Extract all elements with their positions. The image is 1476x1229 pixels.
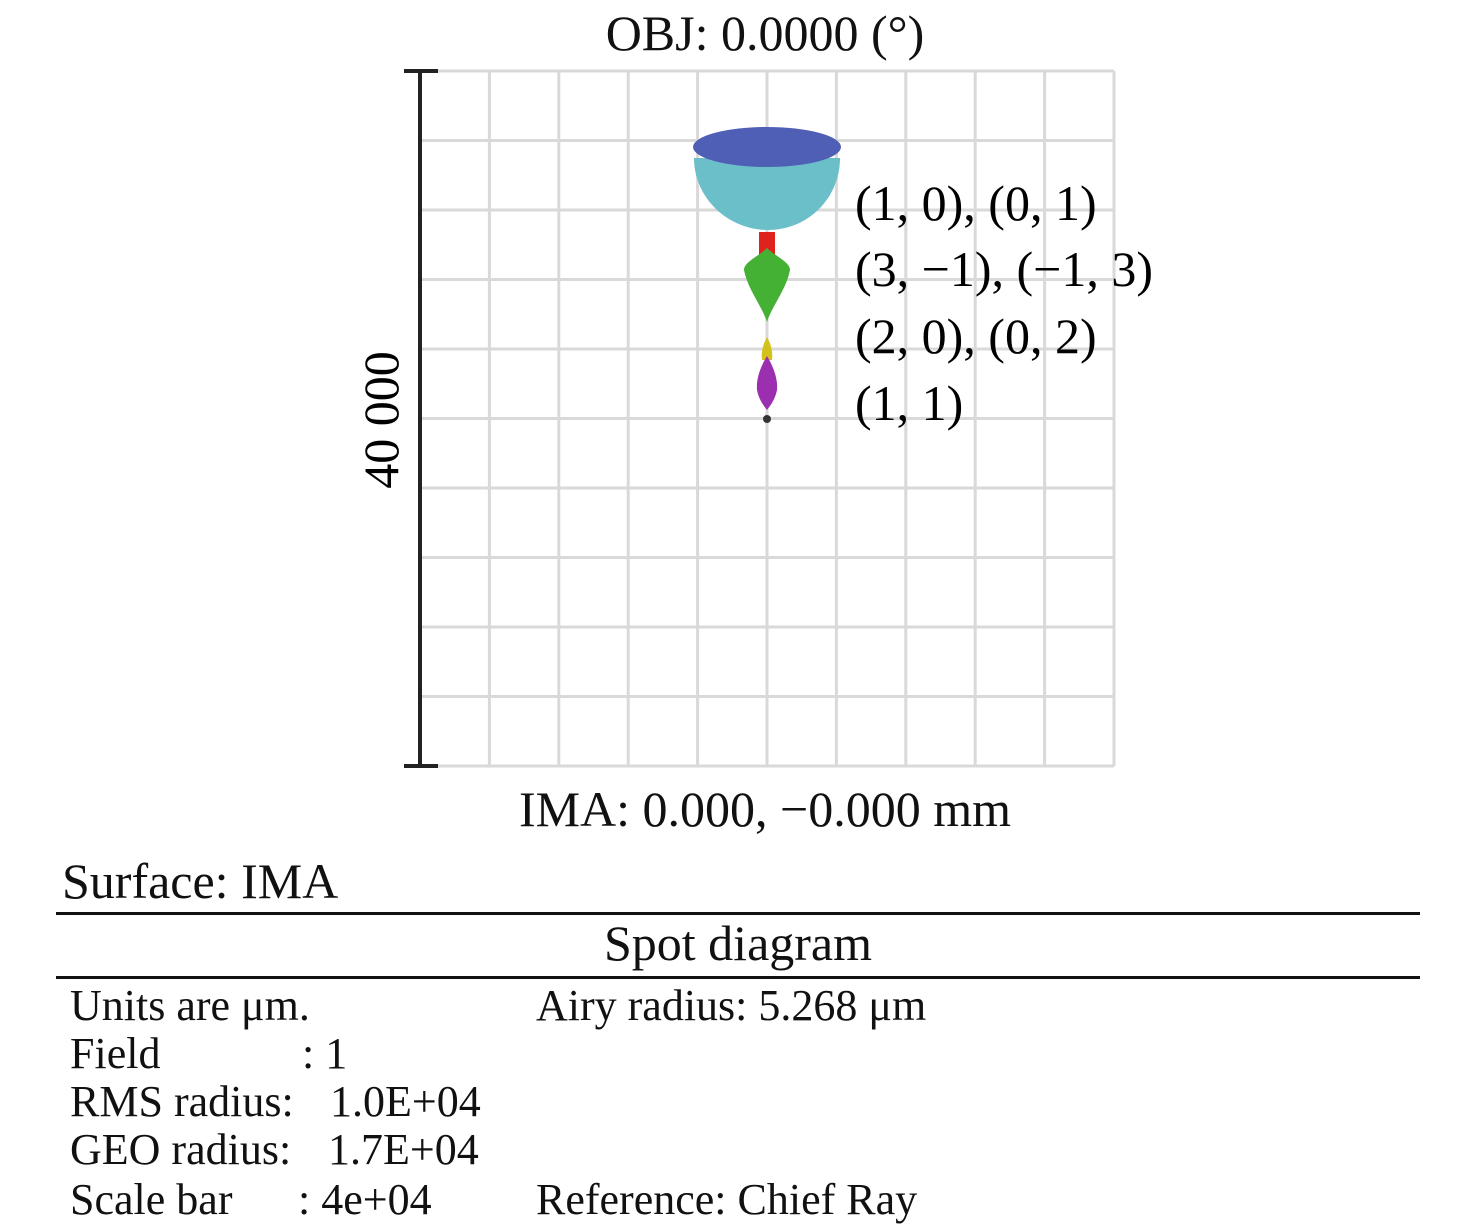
scale-bar-info-value: : 4e+04 bbox=[298, 1175, 432, 1224]
table-top-rule bbox=[56, 912, 1420, 915]
spot-label-2: (3, −1), (−1, 3) bbox=[855, 241, 1153, 297]
spot-label-4: (1, 1) bbox=[855, 375, 963, 431]
spot-cap bbox=[693, 127, 841, 167]
rms-radius-value: 1.0E+04 bbox=[330, 1077, 481, 1126]
plot-title: OBJ: 0.0000 (°) bbox=[605, 5, 925, 61]
spot-term-1 bbox=[694, 158, 840, 230]
spot-term-2 bbox=[744, 248, 790, 322]
chief-ray-point bbox=[763, 415, 771, 423]
airy-radius: Airy radius: 5.268 μm bbox=[536, 981, 927, 1030]
spot-red-segment bbox=[759, 232, 775, 256]
scale-bar-info-label: Scale bar bbox=[70, 1175, 233, 1224]
field-value: : 1 bbox=[302, 1029, 348, 1078]
surface-label: Surface: IMA bbox=[62, 853, 339, 909]
spot-label-1: (1, 0), (0, 1) bbox=[855, 175, 1097, 231]
geo-radius-value: 1.7E+04 bbox=[328, 1125, 479, 1174]
spot-diagram: 40 000 (1, 0), (0, 1) (3, −1), (−1, 3) (… bbox=[353, 69, 1153, 768]
units-note: Units are μm. bbox=[70, 981, 310, 1030]
spot-label-3: (2, 0), (0, 2) bbox=[855, 308, 1097, 364]
table-bottom-rule bbox=[56, 976, 1420, 979]
field-label: Field bbox=[70, 1029, 161, 1078]
reference-info: Reference: Chief Ray bbox=[536, 1175, 918, 1224]
geo-radius-label: GEO radius: bbox=[70, 1125, 292, 1174]
spot-term-4 bbox=[756, 356, 778, 410]
rms-radius-label: RMS radius: bbox=[70, 1077, 294, 1126]
scale-bar-label: 40 000 bbox=[353, 351, 409, 489]
table-title: Spot diagram bbox=[603, 915, 873, 971]
scale-bar: 40 000 bbox=[353, 69, 438, 768]
spot-term-3 bbox=[761, 337, 773, 360]
image-plane-label: IMA: 0.000, −0.000 mm bbox=[518, 781, 1012, 837]
spot-pattern bbox=[693, 127, 841, 423]
spot-labels: (1, 0), (0, 1) (3, −1), (−1, 3) (2, 0), … bbox=[855, 175, 1153, 431]
